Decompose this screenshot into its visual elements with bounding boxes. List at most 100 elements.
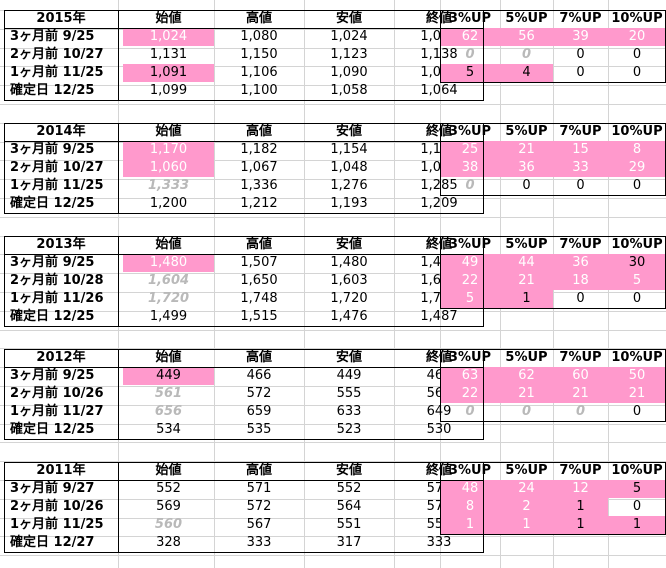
low-price: 1,058 — [330, 83, 368, 98]
up-count: 49 — [440, 254, 500, 272]
open-price: 1,200 — [149, 196, 188, 211]
up-count: 36 — [500, 159, 553, 177]
grid-hline — [0, 160, 666, 161]
up-count: 62 — [500, 367, 553, 385]
up-count — [553, 82, 608, 100]
up-count: 20 — [608, 28, 666, 46]
low-price: 1,090 — [330, 65, 368, 80]
open-price: 534 — [156, 422, 181, 437]
grid-hline — [0, 518, 666, 519]
grid-vline — [394, 0, 395, 568]
low-price: 555 — [336, 386, 362, 401]
column-header: 終値 — [425, 124, 452, 139]
column-header: 10%UP — [611, 11, 663, 26]
grid-vline — [304, 0, 305, 568]
open-price: 1,480 — [123, 254, 214, 272]
high-price: 571 — [246, 481, 272, 496]
year-label: 2014年 — [36, 124, 86, 139]
column-header: 始値 — [155, 237, 182, 252]
up-count: 0 — [576, 178, 585, 193]
open-price: 569 — [156, 499, 181, 514]
column-header: 5%UP — [505, 11, 548, 26]
low-price: 633 — [336, 404, 362, 419]
up-count: 24 — [500, 480, 553, 498]
up-count: 22 — [440, 385, 500, 403]
up-count: 2 — [500, 498, 553, 516]
table-row: 2ヶ月前 10/28 1,604 1,650 1,603 1,641 22 21 18 5 — [0, 272, 666, 290]
low-price: 564 — [336, 499, 362, 514]
high-price: 1,080 — [240, 29, 278, 44]
column-header: 5%UP — [505, 350, 548, 365]
up-count: 33 — [553, 159, 608, 177]
row-label: 2ヶ月前 10/27 — [10, 47, 104, 62]
grid-hline — [0, 179, 666, 180]
up-count: 0 — [465, 404, 475, 419]
row-label: 確定日 12/25 — [10, 196, 95, 211]
up-count: 1 — [553, 498, 608, 516]
grid-hline — [0, 330, 666, 331]
high-price: 572 — [246, 499, 272, 514]
up-count: 62 — [440, 28, 500, 46]
header-row: 2014年 始値 高値 安値 終値 3%UP 5%UP 7%UP 10%UP — [0, 123, 666, 141]
up-count: 0 — [576, 47, 585, 62]
grid-hline — [0, 311, 666, 312]
column-header: 3%UP — [448, 237, 492, 252]
high-price: 535 — [246, 422, 272, 437]
grid-hline — [0, 555, 666, 556]
high-price: 1,212 — [240, 196, 278, 211]
column-header: 始値 — [155, 350, 182, 365]
column-header: 3%UP — [448, 124, 492, 139]
header-row: 2013年 始値 高値 安値 終値 3%UP 5%UP 7%UP 10%UP — [0, 236, 666, 254]
row-label: 1ヶ月前 11/25 — [10, 517, 104, 532]
table-row: 確定日 12/25 1,099 1,100 1,058 1,064 — [0, 82, 666, 100]
table-row: 3ヶ月前 9/27 552 571 552 570 48 24 12 5 — [0, 480, 666, 498]
table-row: 1ヶ月前 11/27 656 659 633 649 0 0 0 0 — [0, 403, 666, 421]
low-price: 317 — [336, 535, 362, 550]
high-price: 659 — [246, 404, 272, 419]
year-label: 2011年 — [36, 463, 86, 478]
up-count: 60 — [553, 367, 608, 385]
row-label: 2ヶ月前 10/27 — [10, 160, 104, 175]
close-price: 1,064 — [420, 83, 458, 98]
column-header: 7%UP — [559, 350, 602, 365]
up-count: 30 — [608, 254, 666, 272]
up-count: 1 — [500, 516, 553, 534]
up-count: 1 — [553, 516, 608, 534]
up-count — [440, 195, 500, 213]
grid-hline — [0, 536, 666, 537]
row-label: 1ヶ月前 11/26 — [10, 291, 104, 306]
grid-hline — [0, 405, 666, 406]
up-count: 0 — [632, 47, 642, 62]
up-count: 44 — [500, 254, 553, 272]
table-row: 1ヶ月前 11/25 1,333 1,336 1,276 1,285 0 0 0 0 — [0, 177, 666, 195]
up-count: 1 — [440, 516, 500, 534]
up-count: 0 — [632, 291, 642, 306]
year-label: 2012年 — [36, 350, 86, 365]
high-price: 1,507 — [240, 255, 278, 270]
column-header: 安値 — [335, 463, 362, 478]
close-price: 1,209 — [420, 196, 458, 211]
grid-hline — [0, 29, 666, 30]
up-count — [500, 195, 553, 213]
open-price: 1,060 — [123, 159, 214, 177]
high-price: 1,100 — [240, 83, 278, 98]
column-header: 3%UP — [448, 11, 492, 26]
row-label: 確定日 12/25 — [10, 309, 95, 324]
column-header: 3%UP — [448, 463, 492, 478]
up-count: 8 — [608, 141, 666, 159]
close-price: 530 — [426, 422, 452, 437]
open-price: 1,499 — [149, 309, 188, 324]
up-count: 0 — [465, 178, 475, 193]
low-price: 1,048 — [330, 160, 368, 175]
open-price: 560 — [154, 517, 183, 532]
close-price: 333 — [426, 535, 452, 550]
grid-hline — [0, 48, 666, 49]
table-row: 3ヶ月前 9/25 449 466 449 464 63 62 60 50 — [0, 367, 666, 385]
column-header: 始値 — [155, 124, 182, 139]
header-row: 2012年 始値 高値 安値 終値 3%UP 5%UP 7%UP 10%UP — [0, 349, 666, 367]
up-count — [553, 195, 608, 213]
table-row: 1ヶ月前 11/26 1,720 1,748 1,720 1,725 5 1 0 0 — [0, 290, 666, 308]
up-count: 0 — [576, 65, 585, 80]
high-price: 1,106 — [240, 65, 278, 80]
table-row: 1ヶ月前 11/25 1,091 1,106 1,090 1,091 5 4 0 0 — [0, 64, 666, 82]
